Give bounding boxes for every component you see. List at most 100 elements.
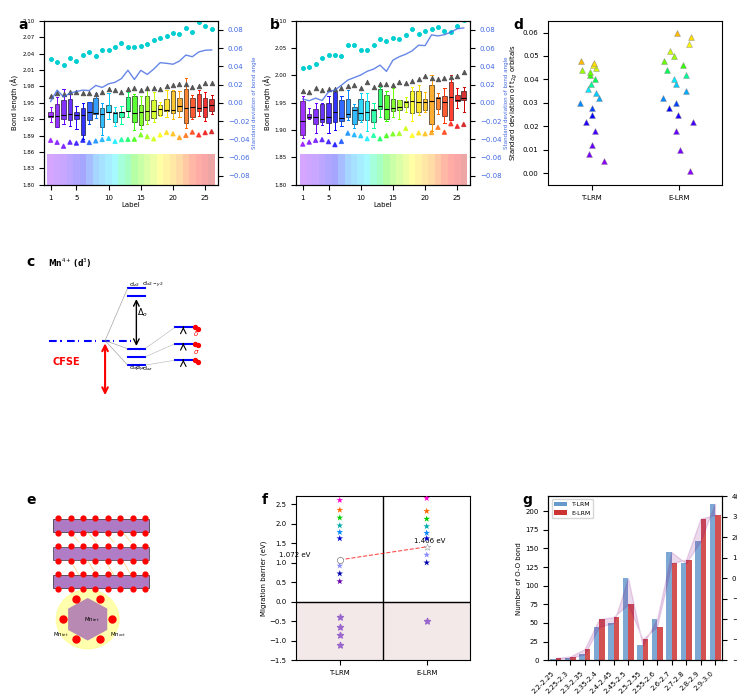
Point [127, 513, 139, 524]
Point [52, 555, 64, 566]
Point [90, 136, 102, 147]
Point [574, 97, 586, 108]
Point [413, 127, 425, 138]
PathPatch shape [209, 99, 214, 111]
Point [598, 156, 609, 167]
Text: $\delta$: $\delta$ [193, 329, 199, 338]
Point [335, 51, 347, 62]
Point [206, 77, 217, 88]
Point [186, 126, 198, 138]
Point [127, 555, 139, 566]
Bar [680, 564, 686, 660]
Point [334, 555, 346, 566]
Point [421, 541, 433, 553]
Bar [371, 154, 377, 185]
Point [368, 81, 380, 92]
Point [77, 569, 89, 580]
Point [102, 513, 113, 524]
Bar [319, 154, 325, 185]
Point [94, 634, 105, 645]
Point [51, 88, 63, 99]
Point [102, 555, 113, 566]
Point [680, 70, 692, 81]
Bar [435, 154, 441, 185]
Point [394, 76, 405, 88]
PathPatch shape [352, 107, 357, 124]
Point [180, 23, 192, 34]
Point [304, 87, 315, 98]
Bar [73, 154, 80, 185]
Text: Mn$_{oct}$: Mn$_{oct}$ [111, 630, 127, 639]
Point [148, 82, 160, 93]
Point [154, 32, 166, 43]
Point [451, 121, 463, 132]
PathPatch shape [442, 96, 447, 116]
Bar [150, 154, 157, 185]
Point [584, 70, 596, 81]
Point [310, 82, 321, 93]
Point [186, 82, 198, 93]
Point [334, 568, 346, 579]
Point [180, 78, 192, 89]
Bar [209, 154, 215, 185]
PathPatch shape [106, 105, 111, 112]
Point [354, 83, 366, 94]
PathPatch shape [145, 96, 150, 120]
Bar [364, 154, 371, 185]
Point [77, 583, 89, 594]
PathPatch shape [190, 98, 195, 117]
Point [445, 71, 457, 82]
Point [83, 137, 95, 148]
Point [173, 79, 185, 90]
Point [77, 555, 89, 566]
Point [192, 357, 204, 368]
PathPatch shape [74, 113, 79, 120]
Point [387, 33, 399, 44]
Y-axis label: Standard deviation of bond angle: Standard deviation of bond angle [252, 56, 257, 149]
Point [593, 92, 605, 104]
Point [83, 47, 95, 58]
Bar [54, 154, 60, 185]
Bar [338, 154, 345, 185]
Bar [447, 154, 454, 185]
Point [335, 136, 347, 147]
Point [583, 149, 595, 160]
Text: 1.072 eV: 1.072 eV [279, 552, 310, 558]
Bar [550, 659, 556, 660]
Point [584, 67, 596, 78]
Point [57, 59, 69, 70]
Text: $\sigma$: $\sigma$ [193, 348, 200, 356]
Point [135, 84, 147, 95]
Point [387, 79, 399, 90]
Point [77, 528, 89, 539]
Point [64, 137, 76, 148]
PathPatch shape [55, 104, 60, 127]
Point [670, 125, 682, 136]
Circle shape [57, 590, 119, 648]
Point [334, 639, 346, 651]
Point [89, 555, 101, 566]
Bar [67, 154, 73, 185]
Point [380, 35, 392, 46]
Bar [202, 154, 209, 185]
Point [297, 85, 309, 96]
Point [334, 533, 346, 544]
Point [394, 128, 405, 139]
Point [106, 614, 118, 625]
Point [139, 583, 151, 594]
PathPatch shape [449, 82, 453, 120]
Point [387, 129, 399, 140]
Bar [416, 154, 422, 185]
Point [64, 87, 76, 98]
Text: 1.406 eV: 1.406 eV [413, 538, 445, 544]
Point [89, 541, 101, 552]
PathPatch shape [197, 95, 201, 111]
Point [674, 144, 685, 155]
Point [77, 513, 89, 524]
Point [413, 74, 425, 85]
PathPatch shape [151, 100, 156, 118]
PathPatch shape [307, 114, 312, 118]
Bar [556, 658, 561, 660]
Point [52, 541, 64, 552]
Point [589, 125, 601, 136]
